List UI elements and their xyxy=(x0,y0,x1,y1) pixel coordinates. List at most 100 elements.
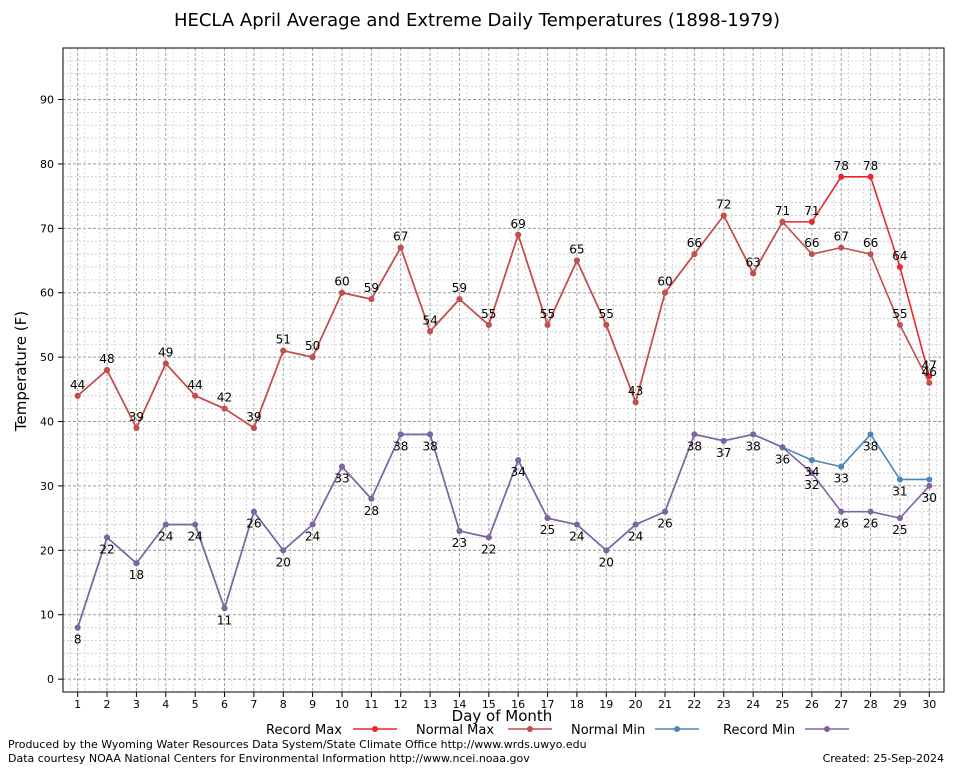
x-tick-label: 29 xyxy=(893,698,907,711)
record-min-point xyxy=(720,437,727,444)
y-tick-label: 10 xyxy=(40,609,54,622)
normal-max-point xyxy=(221,405,228,412)
x-tick-label: 10 xyxy=(335,698,349,711)
data-label-min: 24 xyxy=(158,530,173,544)
data-label-min: 26 xyxy=(657,517,672,531)
data-label-min: 26 xyxy=(246,517,261,531)
data-label-min: 26 xyxy=(863,517,878,531)
normal-max-point xyxy=(250,424,257,431)
data-label-min: 20 xyxy=(276,555,291,569)
x-tick-label: 5 xyxy=(192,698,199,711)
data-label-max: 59 xyxy=(364,281,379,295)
y-tick-label: 20 xyxy=(40,544,54,557)
normal-max-point xyxy=(133,424,140,431)
data-label-min: 23 xyxy=(452,536,467,550)
data-label-min: 22 xyxy=(99,542,114,556)
data-label-max: 65 xyxy=(569,243,584,257)
data-label-min: 36 xyxy=(775,452,790,466)
data-label-max: 55 xyxy=(892,307,907,321)
grid xyxy=(63,47,944,693)
data-label-max: 54 xyxy=(422,313,437,327)
record-min-point xyxy=(397,431,404,438)
data-label-min: 28 xyxy=(364,504,379,518)
data-label-min: 33 xyxy=(834,472,849,486)
normal-max-point xyxy=(192,392,199,399)
record-min-point xyxy=(280,547,287,554)
y-tick-label: 0 xyxy=(47,673,54,686)
record-min-point xyxy=(309,521,316,528)
data-label-min: 32 xyxy=(804,478,819,492)
normal-max-point xyxy=(368,296,375,303)
record-max-line xyxy=(77,176,931,430)
data-label-min: 31 xyxy=(892,484,907,498)
data-label-max: 67 xyxy=(834,230,849,244)
x-tick-label: 25 xyxy=(775,698,789,711)
x-tick-label: 6 xyxy=(221,698,228,711)
y-tick-label: 70 xyxy=(40,222,54,235)
data-label-max: 50 xyxy=(305,339,320,353)
normal-max-point xyxy=(456,296,463,303)
chart-title: HECLA April Average and Extreme Daily Te… xyxy=(174,10,780,31)
data-label-max: 39 xyxy=(129,410,144,424)
x-tick-label: 16 xyxy=(511,698,525,711)
normal-max-point xyxy=(74,392,81,399)
record-min-line xyxy=(76,433,930,628)
data-label-min: 38 xyxy=(745,439,760,453)
plot-frame xyxy=(62,47,945,693)
record-min-point xyxy=(544,515,551,522)
record-min-point xyxy=(750,431,757,438)
data-label-min: 26 xyxy=(834,517,849,531)
x-tick-label: 2 xyxy=(104,698,111,711)
record-max-point xyxy=(808,218,815,225)
y-tick-label: 40 xyxy=(40,416,54,429)
data-label-max: 55 xyxy=(481,307,496,321)
normal-min-point xyxy=(926,476,933,483)
normal-max-point xyxy=(867,251,874,258)
data-label-min: 24 xyxy=(188,530,203,544)
data-label-min: 22 xyxy=(481,542,496,556)
normal-max-point xyxy=(309,354,316,361)
data-label-max: 64 xyxy=(892,249,907,263)
data-label-max: 46 xyxy=(922,365,937,379)
normal-max-point xyxy=(338,289,345,296)
x-tick-label: 17 xyxy=(541,698,555,711)
record-min-point xyxy=(104,534,111,541)
normal-max-point xyxy=(603,321,610,328)
normal-max-point xyxy=(808,251,815,258)
data-label-max: 66 xyxy=(804,236,819,250)
normal-max-point xyxy=(632,399,639,406)
x-tick-label: 26 xyxy=(805,698,819,711)
record-min-point xyxy=(926,482,933,489)
y-tick-label: 90 xyxy=(40,94,54,107)
record-min-point xyxy=(779,444,786,451)
data-label-max: 42 xyxy=(217,391,232,405)
data-label-max: 66 xyxy=(863,236,878,250)
y-tick-label: 60 xyxy=(40,287,54,300)
normal-max-point xyxy=(720,212,727,219)
legend-label-record-min: Record Min xyxy=(723,723,795,738)
normal-max-point xyxy=(397,244,404,251)
normal-min-point xyxy=(896,476,903,483)
data-label-min: 20 xyxy=(599,555,614,569)
normal-min-point xyxy=(867,431,874,438)
data-label-max: 60 xyxy=(334,275,349,289)
data-label-max: 39 xyxy=(246,410,261,424)
data-label-min: 34 xyxy=(511,465,526,479)
y-tick-label: 50 xyxy=(40,351,54,364)
legend-marker-record-max xyxy=(372,726,378,732)
data-label-max: 51 xyxy=(276,333,291,347)
data-label-max: 55 xyxy=(540,307,555,321)
x-tick-label: 13 xyxy=(423,698,437,711)
normal-max-point xyxy=(280,347,287,354)
x-tick-label: 11 xyxy=(364,698,378,711)
x-tick-label: 21 xyxy=(658,698,672,711)
x-tick-label: 27 xyxy=(834,698,848,711)
record-min-point xyxy=(603,547,610,554)
record-min-point xyxy=(162,521,169,528)
data-label-max: 71 xyxy=(775,204,790,218)
x-tick-label: 19 xyxy=(599,698,613,711)
record-max-point xyxy=(838,173,845,180)
y-tick-label: 30 xyxy=(40,480,54,493)
data-label-min: 25 xyxy=(540,523,555,537)
